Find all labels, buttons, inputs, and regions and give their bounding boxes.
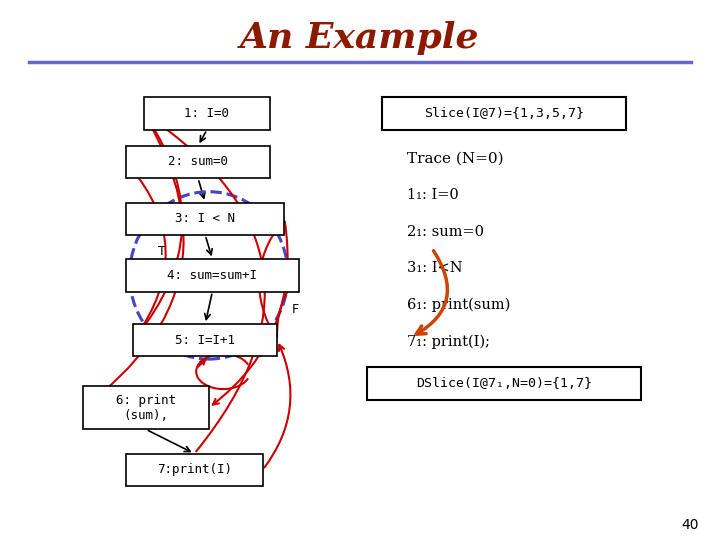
FancyBboxPatch shape <box>382 97 626 130</box>
Text: 1: I=0: 1: I=0 <box>184 107 230 120</box>
Text: 7₁: print(I);: 7₁: print(I); <box>407 335 490 349</box>
FancyBboxPatch shape <box>126 146 270 178</box>
Text: 2₁: sum=0: 2₁: sum=0 <box>407 225 484 239</box>
FancyBboxPatch shape <box>126 454 263 486</box>
FancyArrowPatch shape <box>416 251 447 334</box>
FancyBboxPatch shape <box>126 259 299 292</box>
Text: Slice(I@7)={1,3,5,7}: Slice(I@7)={1,3,5,7} <box>424 107 584 120</box>
FancyBboxPatch shape <box>126 202 284 235</box>
Text: An Example: An Example <box>240 21 480 55</box>
Text: DSlice(I@7₁,N=0)={1,7}: DSlice(I@7₁,N=0)={1,7} <box>416 377 592 390</box>
FancyBboxPatch shape <box>133 324 277 356</box>
Text: 2: sum=0: 2: sum=0 <box>168 156 228 168</box>
Text: 7:print(I): 7:print(I) <box>157 463 232 476</box>
Text: 3: I < N: 3: I < N <box>175 212 235 225</box>
FancyBboxPatch shape <box>144 97 270 130</box>
Text: Trace (N=0): Trace (N=0) <box>407 151 503 165</box>
Text: T: T <box>158 245 166 258</box>
Text: 5: I=I+1: 5: I=I+1 <box>175 334 235 347</box>
Text: 6₁: print(sum): 6₁: print(sum) <box>407 298 510 313</box>
Text: 40: 40 <box>681 518 698 532</box>
FancyBboxPatch shape <box>367 367 641 400</box>
Text: 1₁: I=0: 1₁: I=0 <box>407 188 459 202</box>
Text: 6: print
(sum),: 6: print (sum), <box>116 394 176 422</box>
Text: F: F <box>292 303 299 316</box>
FancyBboxPatch shape <box>83 386 209 429</box>
Text: 4: sum=sum+I: 4: sum=sum+I <box>167 269 258 282</box>
Text: 3₁: I<N: 3₁: I<N <box>407 261 462 275</box>
